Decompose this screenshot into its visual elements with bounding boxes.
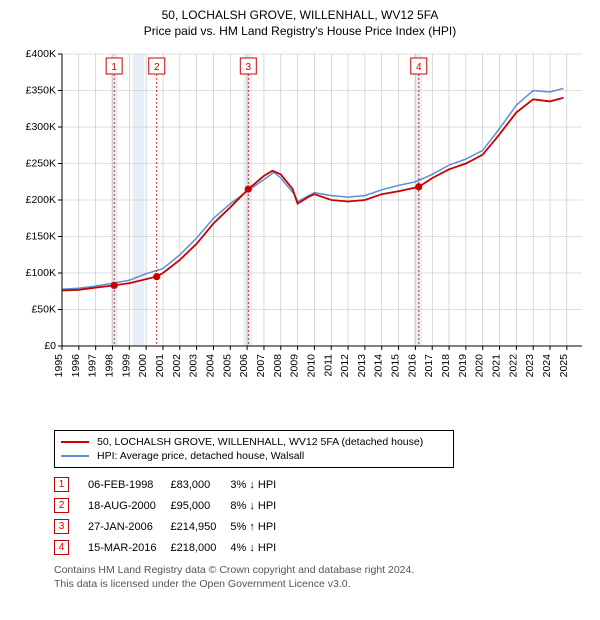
footer-line: Contains HM Land Registry data © Crown c… (54, 564, 590, 578)
svg-text:2011: 2011 (322, 354, 334, 377)
svg-text:1997: 1997 (87, 354, 99, 378)
sale-delta: 4% ↓ HPI (230, 537, 290, 558)
svg-text:2009: 2009 (289, 354, 301, 378)
svg-text:1995: 1995 (53, 354, 65, 378)
svg-text:2002: 2002 (171, 354, 183, 378)
chart-svg: 1 2 3 4 £0 £50K £100K £150K £200K £250K £300K £350K… (10, 44, 590, 424)
svg-text:£100K: £100K (26, 267, 56, 279)
svg-text:2018: 2018 (440, 354, 452, 378)
svg-text:2025: 2025 (558, 354, 570, 378)
sale-price: £214,950 (170, 516, 230, 537)
svg-text:2003: 2003 (188, 354, 200, 378)
svg-text:£0: £0 (44, 340, 56, 352)
sale-marker-badge: 1 (54, 477, 69, 492)
sale-price: £83,000 (170, 474, 230, 495)
sale-date: 15-MAR-2016 (88, 537, 170, 558)
legend-item-property: 50, LOCHALSH GROVE, WILLENHALL, WV12 5FA… (61, 435, 447, 449)
svg-text:2: 2 (154, 62, 160, 73)
legend: 50, LOCHALSH GROVE, WILLENHALL, WV12 5FA… (54, 430, 454, 468)
footer-attribution: Contains HM Land Registry data © Crown c… (54, 564, 590, 591)
svg-text:2001: 2001 (154, 354, 166, 378)
sale-marker-badge: 4 (54, 540, 69, 555)
svg-text:2012: 2012 (339, 354, 351, 378)
svg-text:2005: 2005 (221, 354, 233, 378)
legend-item-hpi: HPI: Average price, detached house, Wals… (61, 449, 447, 463)
sale-row: 2 18-AUG-2000£95,0008% ↓ HPI (54, 495, 290, 516)
svg-text:2023: 2023 (524, 354, 536, 378)
sale-date: 27-JAN-2006 (88, 516, 170, 537)
footer-line: This data is licensed under the Open Gov… (54, 578, 590, 592)
sale-delta: 3% ↓ HPI (230, 474, 290, 495)
sale-price: £95,000 (170, 495, 230, 516)
legend-label: HPI: Average price, detached house, Wals… (97, 450, 304, 462)
sale-marker-badge: 3 (54, 519, 69, 534)
svg-text:2004: 2004 (204, 354, 216, 378)
sales-table: 1 06-FEB-1998£83,0003% ↓ HPI 2 18-AUG-2000£… (54, 474, 290, 558)
legend-swatch (61, 441, 89, 443)
svg-text:3: 3 (246, 62, 252, 73)
price-chart: 1 2 3 4 £0 £50K £100K £150K £200K £250K £300K £350K… (10, 44, 590, 424)
svg-text:2020: 2020 (474, 354, 486, 378)
svg-text:£350K: £350K (26, 85, 56, 97)
svg-text:2015: 2015 (390, 354, 402, 378)
chart-title-address: 50, LOCHALSH GROVE, WILLENHALL, WV12 5FA (10, 8, 590, 22)
sale-date: 18-AUG-2000 (88, 495, 170, 516)
svg-text:£300K: £300K (26, 121, 56, 133)
sale-date: 06-FEB-1998 (88, 474, 170, 495)
svg-text:£250K: £250K (26, 158, 56, 170)
svg-text:£50K: £50K (31, 304, 56, 316)
svg-text:2007: 2007 (255, 354, 267, 378)
svg-text:2000: 2000 (137, 354, 149, 378)
svg-text:2006: 2006 (238, 354, 250, 378)
sale-delta: 8% ↓ HPI (230, 495, 290, 516)
svg-text:£150K: £150K (26, 231, 56, 243)
sale-row: 3 27-JAN-2006£214,9505% ↑ HPI (54, 516, 290, 537)
svg-text:2016: 2016 (406, 354, 418, 378)
chart-title-sub: Price paid vs. HM Land Registry's House … (10, 24, 590, 38)
svg-text:1998: 1998 (103, 354, 115, 378)
legend-label: 50, LOCHALSH GROVE, WILLENHALL, WV12 5FA… (97, 436, 423, 448)
svg-text:1: 1 (111, 62, 117, 73)
sale-row: 4 15-MAR-2016£218,0004% ↓ HPI (54, 537, 290, 558)
sale-delta: 5% ↑ HPI (230, 516, 290, 537)
sale-marker-badge: 2 (54, 498, 69, 513)
legend-swatch (61, 455, 89, 457)
svg-text:2024: 2024 (541, 354, 553, 378)
svg-text:4: 4 (416, 62, 422, 73)
sale-price: £218,000 (170, 537, 230, 558)
svg-text:2021: 2021 (491, 354, 503, 378)
svg-text:2019: 2019 (457, 354, 469, 378)
sale-row: 1 06-FEB-1998£83,0003% ↓ HPI (54, 474, 290, 495)
svg-text:1999: 1999 (120, 354, 132, 378)
svg-text:2017: 2017 (423, 354, 435, 378)
svg-text:2013: 2013 (356, 354, 368, 378)
svg-text:£400K: £400K (26, 48, 56, 60)
svg-text:2022: 2022 (507, 354, 519, 378)
svg-text:£200K: £200K (26, 194, 56, 206)
svg-text:1996: 1996 (70, 354, 82, 378)
svg-text:2014: 2014 (373, 354, 385, 378)
svg-text:2010: 2010 (305, 354, 317, 378)
svg-text:2008: 2008 (272, 354, 284, 378)
